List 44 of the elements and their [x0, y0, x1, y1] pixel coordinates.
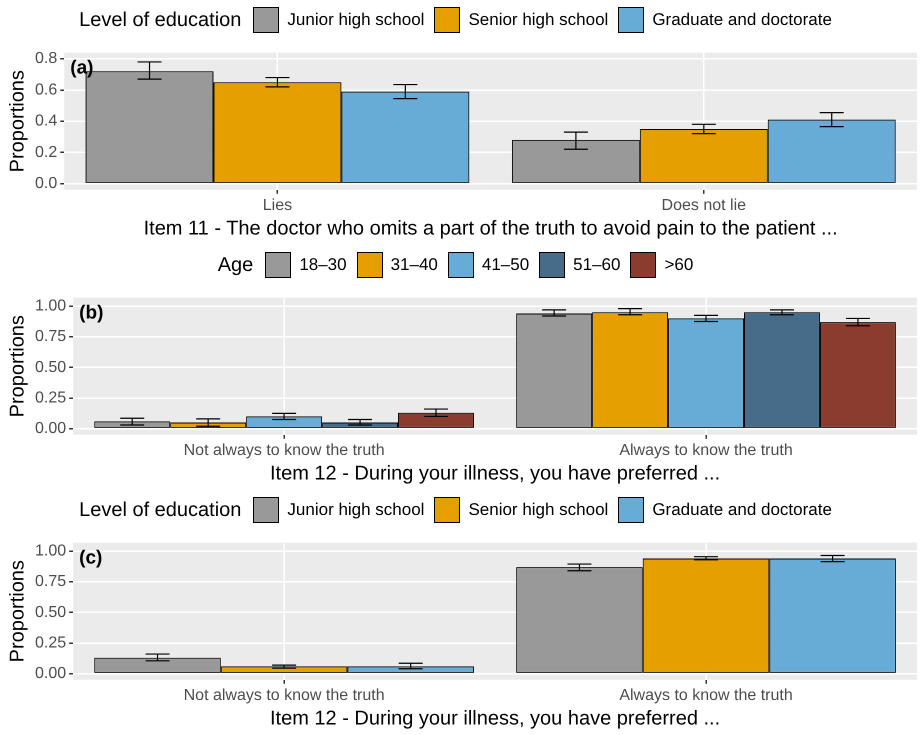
x-axis-title: Item 12 - During your illness, you have preferred ... — [270, 462, 720, 485]
legend-title: Level of education — [79, 498, 242, 522]
y-tick-label: 0.50 — [35, 604, 66, 621]
x-tick-label: Always to know the truth — [619, 686, 793, 704]
annotation: (a) — [70, 57, 94, 78]
y-tick-label: 0.00 — [35, 665, 66, 682]
legend-label: Senior high school — [468, 10, 608, 30]
y-tick-label: 0.6 — [34, 81, 58, 98]
y-tick-label: 0.0 — [34, 174, 58, 192]
x-tick-label: Not always to know the truth — [184, 442, 385, 459]
x-tick-label: Does not lie — [662, 196, 746, 214]
y-tick-label: 0.25 — [35, 634, 66, 652]
x-tick-label: Lies — [262, 196, 292, 214]
y-tick-label: 0.8 — [34, 50, 58, 68]
legend-title: Level of education — [79, 8, 242, 32]
y-tick-label: 0.2 — [34, 144, 58, 161]
y-tick-label: 0.75 — [35, 328, 66, 346]
y-tick-label: 0.4 — [34, 112, 58, 130]
annotation: (b) — [79, 302, 104, 324]
legend-label: Junior high school — [287, 10, 424, 30]
legend-label: 51–60 — [573, 255, 620, 275]
legend-label: Graduate and doctorate — [652, 10, 832, 30]
legend-label: Graduate and doctorate — [652, 500, 832, 520]
legend-label: 18–30 — [299, 255, 347, 275]
annotation: (c) — [79, 547, 102, 568]
x-axis-title: Item 11 - The doctor who omits a part of the truth to avoid pain to the patient ... — [144, 218, 838, 240]
y-tick-label: 1.00 — [35, 542, 66, 560]
legend-label: >60 — [664, 255, 694, 275]
y-axis-title: Proportions — [6, 70, 29, 172]
y-tick-label: 0.75 — [35, 573, 66, 590]
x-axis-title: Item 12 - During your illness, you have preferred ... — [270, 708, 720, 730]
legend-title: Age — [218, 254, 254, 276]
legend-label: 41–50 — [482, 255, 530, 275]
y-tick-label: 0.00 — [35, 420, 66, 438]
legend-label: Senior high school — [468, 500, 608, 520]
x-tick-label: Always to know the truth — [619, 442, 793, 459]
y-axis-title: Proportions — [6, 560, 29, 662]
y-tick-label: 1.00 — [35, 298, 66, 315]
legend-label: Junior high school — [287, 500, 424, 520]
y-tick-label: 0.25 — [35, 389, 66, 406]
y-axis-title: Proportions — [6, 315, 29, 418]
y-tick-label: 0.50 — [35, 358, 66, 376]
x-tick-label: Not always to know the truth — [184, 686, 385, 704]
legend-label: 31–40 — [390, 255, 438, 275]
